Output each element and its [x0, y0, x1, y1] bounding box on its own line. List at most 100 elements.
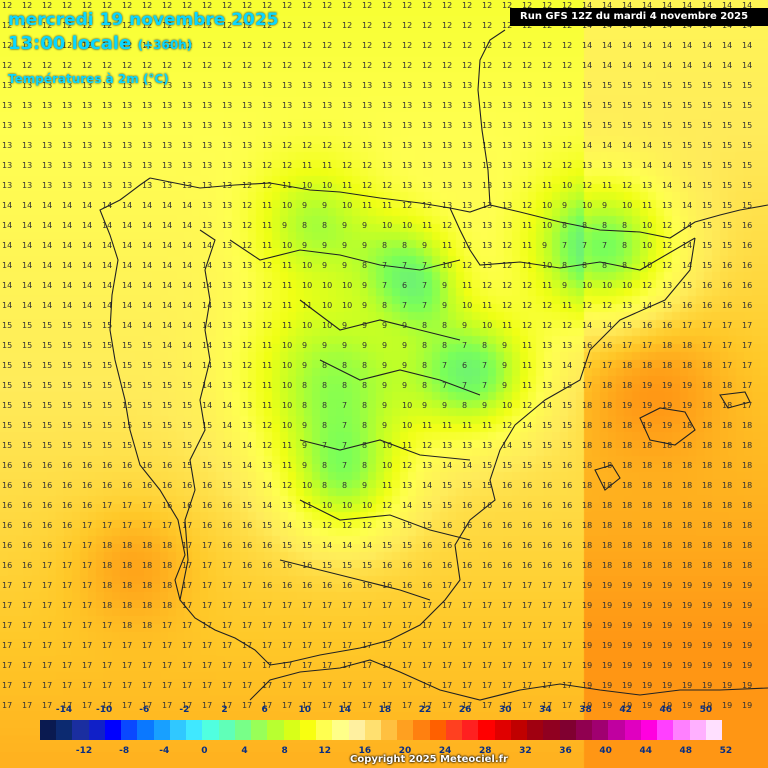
- grid-temperature-value: 16: [2, 561, 13, 570]
- grid-temperature-value: 16: [42, 521, 53, 530]
- grid-temperature-value: 13: [302, 521, 313, 530]
- grid-temperature-value: 13: [222, 201, 233, 210]
- grid-temperature-value: 19: [662, 581, 673, 590]
- grid-temperature-value: 15: [42, 341, 53, 350]
- grid-temperature-value: 12: [282, 161, 293, 170]
- grid-temperature-value: 16: [522, 501, 533, 510]
- grid-temperature-value: 12: [562, 41, 573, 50]
- grid-temperature-value: 19: [742, 581, 753, 590]
- grid-temperature-value: 10: [402, 401, 413, 410]
- grid-temperature-value: 15: [702, 161, 713, 170]
- grid-temperature-value: 13: [282, 501, 293, 510]
- grid-temperature-value: 9: [422, 401, 428, 410]
- grid-temperature-value: 15: [162, 361, 173, 370]
- grid-temperature-value: 10: [462, 301, 473, 310]
- grid-temperature-value: 18: [582, 561, 593, 570]
- grid-temperature-value: 16: [562, 481, 573, 490]
- grid-temperature-value: 14: [602, 321, 613, 330]
- grid-temperature-value: 17: [522, 601, 533, 610]
- grid-temperature-value: 14: [242, 441, 253, 450]
- grid-temperature-value: 13: [562, 101, 573, 110]
- grid-temperature-value: 13: [662, 201, 673, 210]
- grid-temperature-value: 12: [542, 1, 553, 10]
- grid-temperature-value: 13: [62, 101, 73, 110]
- grid-temperature-value: 12: [282, 1, 293, 10]
- grid-temperature-value: 8: [422, 341, 428, 350]
- grid-temperature-value: 11: [282, 301, 293, 310]
- grid-temperature-value: 16: [242, 521, 253, 530]
- grid-temperature-value: 16: [402, 561, 413, 570]
- grid-temperature-value: 17: [242, 661, 253, 670]
- grid-temperature-value: 12: [262, 161, 273, 170]
- grid-temperature-value: 16: [202, 521, 213, 530]
- grid-temperature-value: 17: [482, 641, 493, 650]
- grid-temperature-value: 10: [622, 281, 633, 290]
- grid-temperature-value: 11: [282, 321, 293, 330]
- grid-temperature-value: 15: [582, 101, 593, 110]
- grid-temperature-value: 13: [502, 101, 513, 110]
- grid-temperature-value: 11: [522, 221, 533, 230]
- grid-temperature-value: 17: [182, 601, 193, 610]
- grid-temperature-value: 14: [142, 301, 153, 310]
- grid-temperature-value: 15: [62, 401, 73, 410]
- grid-temperature-value: 18: [602, 541, 613, 550]
- grid-temperature-value: 8: [322, 361, 328, 370]
- grid-temperature-value: 13: [142, 141, 153, 150]
- grid-temperature-value: 8: [302, 401, 308, 410]
- grid-temperature-value: 16: [82, 481, 93, 490]
- grid-temperature-value: 13: [202, 161, 213, 170]
- grid-temperature-value: 12: [402, 1, 413, 10]
- grid-temperature-value: 12: [62, 1, 73, 10]
- grid-temperature-value: 12: [362, 161, 373, 170]
- grid-temperature-value: 13: [402, 181, 413, 190]
- grid-temperature-value: 16: [2, 541, 13, 550]
- grid-temperature-value: 13: [482, 261, 493, 270]
- iberia-coastline: [149, 177, 768, 239]
- grid-temperature-value: 12: [542, 61, 553, 70]
- grid-temperature-value: 13: [242, 121, 253, 130]
- grid-temperature-value: 12: [42, 21, 53, 30]
- grid-temperature-value: 17: [302, 701, 313, 710]
- grid-temperature-value: 17: [182, 701, 193, 710]
- grid-temperature-value: 19: [702, 661, 713, 670]
- grid-temperature-value: 18: [662, 501, 673, 510]
- grid-temperature-value: 16: [122, 481, 133, 490]
- grid-temperature-value: 16: [642, 321, 653, 330]
- grid-temperature-value: 11: [602, 181, 613, 190]
- grid-temperature-value: 15: [222, 481, 233, 490]
- grid-temperature-value: 18: [722, 461, 733, 470]
- grid-temperature-value: 14: [702, 1, 713, 10]
- grid-temperature-value: 7: [442, 381, 448, 390]
- grid-temperature-value: 13: [522, 81, 533, 90]
- grid-temperature-value: 8: [362, 361, 368, 370]
- grid-temperature-value: 14: [2, 241, 13, 250]
- grid-temperature-value: 17: [322, 601, 333, 610]
- grid-temperature-value: 9: [542, 241, 548, 250]
- grid-temperature-value: 10: [302, 481, 313, 490]
- grid-temperature-value: 11: [302, 501, 313, 510]
- grid-temperature-value: 11: [482, 421, 493, 430]
- grid-temperature-value: 14: [142, 261, 153, 270]
- grid-temperature-value: 19: [602, 581, 613, 590]
- grid-temperature-value: 15: [62, 341, 73, 350]
- grid-temperature-value: 13: [522, 121, 533, 130]
- grid-temperature-value: 13: [202, 121, 213, 130]
- grid-temperature-value: 12: [502, 241, 513, 250]
- grid-temperature-value: 17: [622, 341, 633, 350]
- grid-temperature-value: 17: [342, 601, 353, 610]
- region-borders: [229, 239, 481, 601]
- grid-temperature-value: 13: [562, 81, 573, 90]
- grid-temperature-value: 13: [522, 141, 533, 150]
- grid-temperature-value: 16: [482, 561, 493, 570]
- grid-temperature-value: 16: [342, 581, 353, 590]
- grid-temperature-value: 13: [442, 141, 453, 150]
- grid-temperature-value: 17: [502, 641, 513, 650]
- grid-temperature-value: 16: [82, 461, 93, 470]
- grid-temperature-value: 9: [442, 281, 448, 290]
- grid-temperature-value: 13: [282, 81, 293, 90]
- legend-tick-label: 52: [719, 746, 733, 756]
- grid-temperature-value: 14: [82, 221, 93, 230]
- grid-temperature-value: 17: [222, 621, 233, 630]
- grid-temperature-value: 12: [142, 41, 153, 50]
- grid-temperature-value: 12: [2, 61, 13, 70]
